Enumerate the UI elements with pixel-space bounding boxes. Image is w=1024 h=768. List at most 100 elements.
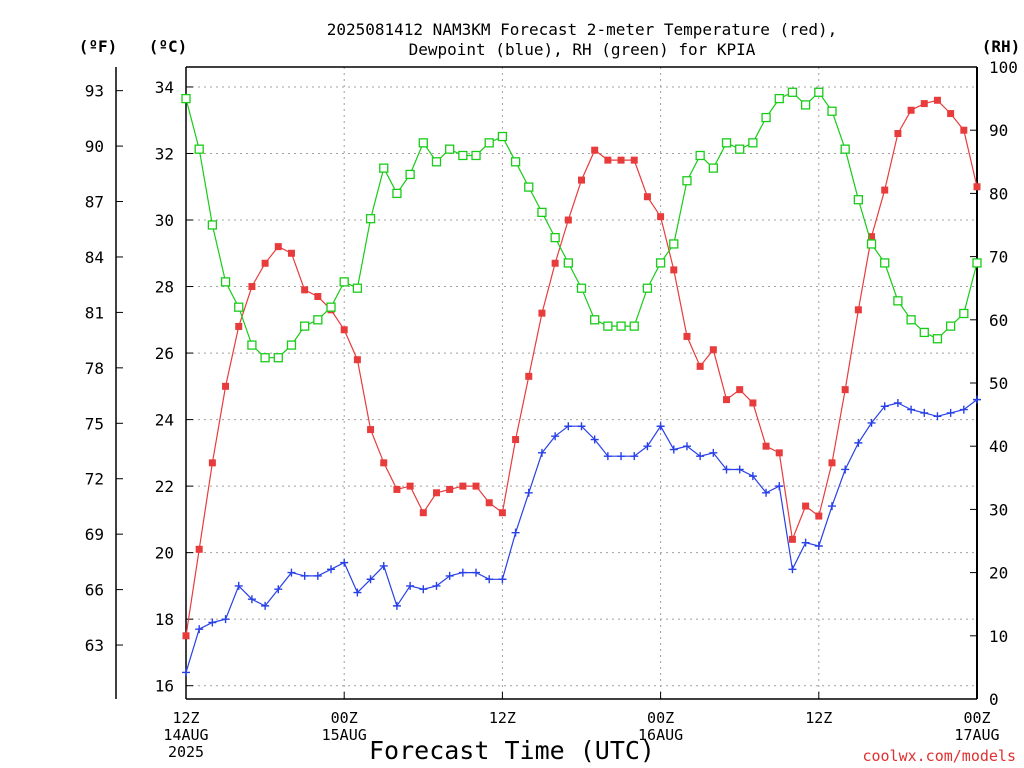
temperature-point [406, 482, 414, 490]
temperature-point [788, 535, 796, 543]
temperature-point [709, 346, 717, 354]
dewpoint-point [617, 452, 626, 461]
rh-point [260, 353, 270, 363]
celsius-tick-label: 20 [155, 544, 174, 563]
rh-tick-label: 20 [989, 564, 1008, 583]
temperature-point [828, 459, 836, 467]
temperature-point [525, 372, 533, 380]
dewpoint-point [419, 585, 428, 594]
rh-point [431, 157, 442, 167]
dewpoint-point [814, 541, 823, 550]
dewpoint-point [511, 528, 520, 537]
celsius-tick-label: 26 [155, 344, 174, 363]
rh-point [576, 283, 587, 293]
dewpoint-point [854, 438, 863, 447]
temperature-point [920, 100, 928, 108]
dewpoint-point [498, 575, 507, 584]
fahrenheit-tick-label: 93 [85, 82, 104, 101]
series-layer [181, 87, 982, 677]
rh-point [932, 334, 943, 344]
dewpoint-point [392, 601, 401, 610]
rh-tick-label: 40 [989, 437, 1008, 456]
dewpoint-point [406, 581, 415, 590]
temperature-point [762, 442, 770, 450]
fahrenheit-tick-label: 72 [85, 470, 104, 489]
dewpoint-point [300, 571, 309, 580]
dewpoint-point [234, 581, 243, 590]
x-tick-label: 14AUG [163, 726, 208, 744]
dewpoint-point [827, 502, 836, 511]
fahrenheit-tick-label: 87 [85, 193, 104, 212]
x-tick-label: 2025 [168, 743, 204, 761]
dewpoint-point [551, 432, 560, 441]
celsius-tick-label: 18 [155, 610, 174, 629]
x-tick-label: 12Z [489, 709, 516, 727]
fahrenheit-tick-label: 63 [85, 636, 104, 655]
rh-point [510, 157, 521, 167]
temperature-point [578, 176, 585, 184]
dewpoint-point [366, 575, 375, 584]
rh-point [563, 258, 573, 268]
temperature-point [208, 459, 216, 467]
dewpoint-point [841, 465, 850, 474]
dewpoint-point [247, 595, 256, 604]
fahrenheit-tick-label: 81 [85, 303, 104, 322]
rh-point [352, 283, 363, 293]
dewpoint-point [880, 402, 889, 411]
dewpoint-point [735, 465, 744, 474]
dewpoint-point [340, 558, 349, 567]
dewpoint-point [775, 482, 784, 491]
rh-point [708, 163, 718, 173]
fahrenheit-tick-label: 66 [85, 581, 104, 600]
dewpoint-point [933, 412, 942, 421]
rh-unit-label: (RH) [982, 37, 1021, 56]
rh-point [735, 144, 745, 154]
rh-point [207, 220, 218, 230]
temperature-point [432, 489, 440, 497]
dewpoint-point [485, 575, 494, 584]
temperature-point [446, 485, 454, 493]
temperature-point [353, 356, 361, 364]
celsius-tick-label: 30 [155, 211, 174, 230]
dewpoint-point [788, 565, 797, 574]
rh-point [234, 302, 244, 312]
rh-point [682, 176, 692, 186]
temperature-point [696, 362, 704, 370]
rh-point [392, 188, 402, 199]
temperature-point [564, 216, 572, 224]
rh-tick-label: 80 [989, 184, 1008, 203]
rh-point [748, 138, 758, 148]
rh-point [827, 106, 837, 116]
temperature-point [775, 449, 783, 457]
dewpoint-point [722, 465, 731, 474]
celsius-tick-label: 34 [155, 78, 174, 97]
axes: 16 18 20 22 24 26 28 30 32 34 63 66 69 72 75 78 81 84 87 90… [85, 58, 1018, 761]
x-tick-label: 16AUG [638, 726, 683, 744]
fahrenheit-tick-label: 90 [85, 137, 104, 156]
temperature-point [538, 309, 546, 317]
dewpoint-point [762, 488, 771, 497]
fahrenheit-tick-label: 75 [85, 414, 104, 433]
temperature-point [907, 106, 915, 114]
rh-point [695, 150, 705, 161]
rh-point [945, 321, 956, 331]
rh-point [299, 321, 310, 331]
temperature-point [248, 283, 256, 291]
dewpoint-point [946, 408, 955, 417]
x-tick-label: 00Z [647, 709, 674, 727]
celsius-tick-label: 16 [155, 677, 174, 696]
temperature-point [657, 213, 665, 221]
temperature-point [894, 130, 902, 138]
dewpoint-point [577, 422, 586, 431]
rh-point [273, 353, 283, 363]
dewpoint-point [801, 538, 810, 547]
x-tick-label: 00Z [963, 709, 990, 727]
dewpoint-point [920, 408, 929, 417]
x-axis-label: Forecast Time (UTC) [369, 736, 655, 765]
temperature-point [854, 306, 862, 314]
temperature-point [551, 259, 559, 267]
rh-point [616, 321, 626, 331]
rh-point [655, 258, 666, 268]
temperature-point [182, 632, 190, 640]
rh-point [629, 321, 639, 331]
